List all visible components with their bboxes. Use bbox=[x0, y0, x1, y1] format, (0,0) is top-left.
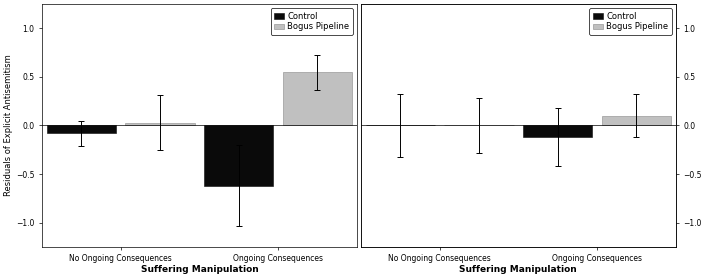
Bar bbox=[602, 116, 671, 125]
Bar bbox=[47, 125, 116, 133]
X-axis label: Suffering Manipulation: Suffering Manipulation bbox=[460, 265, 578, 274]
Y-axis label: Residuals of Explicit Antisemitism: Residuals of Explicit Antisemitism bbox=[4, 54, 13, 196]
Bar bbox=[126, 123, 195, 125]
Bar bbox=[283, 72, 352, 125]
Bar bbox=[204, 125, 273, 186]
X-axis label: Suffering Manipulation: Suffering Manipulation bbox=[140, 265, 258, 274]
Legend: Control, Bogus Pipeline: Control, Bogus Pipeline bbox=[270, 8, 352, 35]
Bar bbox=[523, 125, 592, 137]
Legend: Control, Bogus Pipeline: Control, Bogus Pipeline bbox=[590, 8, 671, 35]
